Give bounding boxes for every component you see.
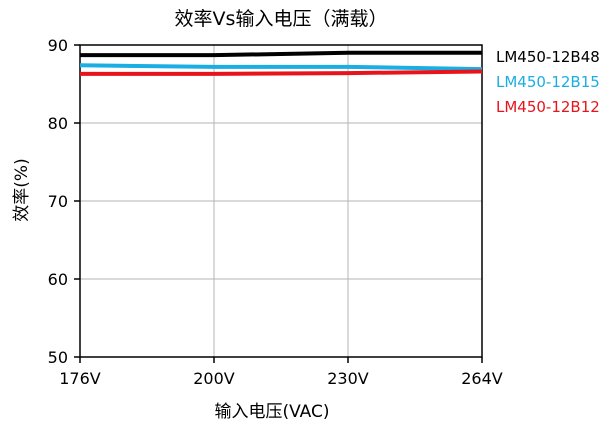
series-lines <box>79 50 483 76</box>
x-tick-label: 230V <box>327 369 369 388</box>
y-tick-label: 90 <box>48 36 68 55</box>
series-line <box>80 69 483 76</box>
y-tick-label: 70 <box>48 192 68 211</box>
x-tick-labels: 176V 200V 230V 264V <box>59 357 503 388</box>
legend-entry: LM450-12B48 <box>496 48 600 66</box>
x-tick-label: 200V <box>193 369 235 388</box>
y-axis-title: 效率(%) <box>12 158 32 221</box>
legend-entry: LM450-12B12 <box>496 98 600 116</box>
legend-entry: LM450-12B15 <box>496 73 600 91</box>
x-tick-label: 264V <box>461 369 503 388</box>
chart-title: 效率Vs输入电压（满载） <box>175 8 388 30</box>
x-axis-title: 输入电压(VAC) <box>214 402 329 422</box>
grid <box>80 45 482 357</box>
series-line <box>79 63 483 72</box>
y-tick-label: 50 <box>48 348 68 367</box>
x-tick-label: 176V <box>59 369 101 388</box>
y-tick-labels: 50 60 70 80 90 <box>48 36 80 367</box>
y-tick-label: 60 <box>48 270 68 289</box>
y-tick-label: 80 <box>48 114 68 133</box>
series-line <box>80 50 482 58</box>
legend: LM450-12B48 LM450-12B15 LM450-12B12 <box>496 48 600 116</box>
